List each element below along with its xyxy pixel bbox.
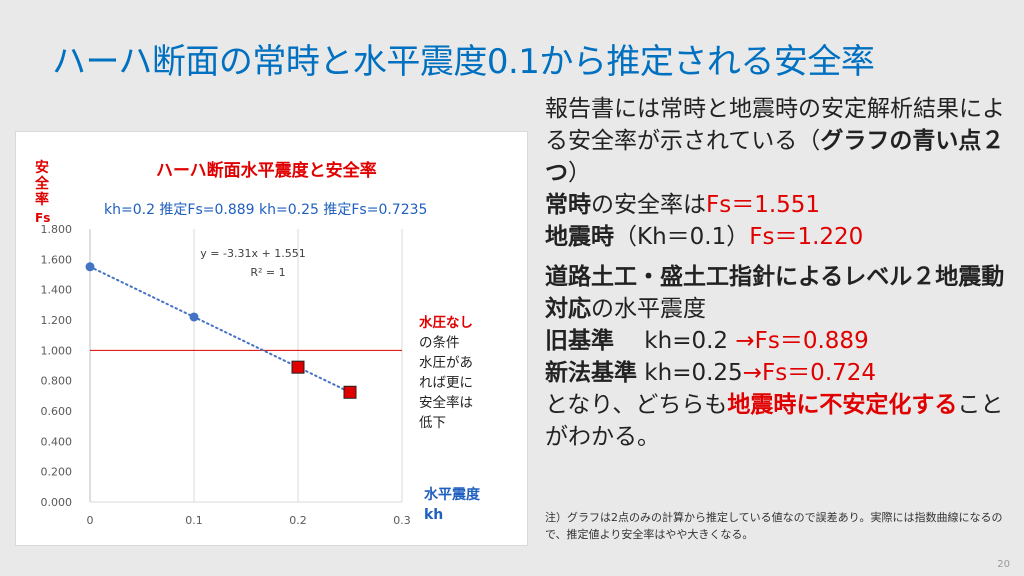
note-line: 安全率は [419, 395, 473, 411]
note-line: 水圧があ [419, 355, 473, 371]
new-standard-line: 新法基準 kh=0.25→Fs＝0.724 [545, 357, 1005, 389]
y-tick-label: 1.800 [41, 223, 73, 236]
chart-title: ハーハ断面水平震度と安全率 [156, 161, 377, 181]
normal-text: の安全率は [591, 192, 706, 218]
paragraph-1: 報告書には常時と地震時の安定解析結果による安全率が示されている（グラフの青い点２… [545, 93, 1005, 189]
quake-label: 地震時 [545, 224, 614, 250]
chart-note: 水圧なし の条件 水圧があ れば更に 安全率は 低下 [419, 313, 519, 433]
y-tick-label: 1.000 [41, 344, 73, 357]
conclusion-text-2: ことがわかる。 [545, 392, 1004, 450]
y-axis-label-2: Fs [35, 211, 51, 225]
normal-fs-value: Fs＝1.551 [706, 192, 821, 218]
y-tick-label: 0.600 [41, 405, 73, 418]
chart-plot: 0 0.1 0.2 0.3 0.000 0.200 0.400 0.600 0.800 1.000… [41, 223, 411, 527]
note-line: の条件 [419, 335, 460, 351]
p2-bold: 道路土工・盛土工指針によるレベル２地震動対応 [545, 264, 1005, 322]
y-tick-label: 1.400 [41, 284, 73, 297]
normal-label: 常時 [545, 192, 591, 218]
data-point [291, 360, 305, 374]
note-line: 低下 [419, 415, 446, 431]
slide-title: ハーハ断面の常時と水平震度0.1から推定される安全率 [52, 42, 875, 82]
conclusion-line: となり、どちらも地震時に不安定化することがわかる。 [545, 389, 1005, 453]
y-axis-label: 安全率 Fs [35, 160, 55, 226]
note-red: 水圧なし [419, 315, 473, 331]
quake-fs-line: 地震時（Kh＝0.1）Fs＝1.220 [545, 221, 1005, 253]
data-point [85, 262, 95, 272]
kh-estimate-text: kh=0.2 推定Fs=0.889 kh=0.25 推定Fs=0.7235 [104, 202, 428, 218]
chart-panel: 0 0.1 0.2 0.3 0.000 0.200 0.400 0.600 0.800 1.000… [15, 131, 528, 546]
data-point [189, 312, 199, 322]
y-tick-label: 0.000 [41, 496, 73, 509]
y-axis-label-1: 安全率 [35, 160, 49, 208]
footnote: 注）グラフは2点のみの計算から推定している値なので誤差あり。実際には指数曲線にな… [545, 511, 1003, 541]
y-tick-label: 0.200 [41, 466, 73, 479]
new-standard-kh: kh=0.25 [637, 360, 743, 386]
old-standard-label: 旧基準 [545, 328, 614, 354]
conclusion-text-1: となり、どちらも [545, 392, 728, 418]
trendline-equation: y = -3.31x + 1.551 [200, 247, 305, 260]
new-standard-label: 新法基準 [545, 360, 637, 386]
x-tick-label: 0.2 [289, 514, 307, 527]
trendline-r2: R² = 1 [250, 266, 285, 279]
old-standard-kh: kh=0.2 [614, 328, 736, 354]
y-tick-label: 1.200 [41, 314, 73, 327]
new-standard-fs: →Fs＝0.724 [742, 360, 877, 386]
y-tick-label: 0.400 [41, 435, 73, 448]
quake-fs-value: Fs＝1.220 [749, 224, 864, 250]
paragraph-2: 道路土工・盛土工指針によるレベル２地震動対応の水平震度 [545, 261, 1005, 325]
y-tick-label: 1.600 [41, 253, 73, 266]
x-tick-label: 0.1 [185, 514, 203, 527]
x-axis-label-2: kh [424, 507, 444, 523]
p1-text: 報告書には常時と地震時の安定解析結果による安全率が示されている（ [545, 96, 1005, 154]
x-axis-label: 水平震度 kh [424, 485, 480, 525]
x-tick-label: 0.3 [393, 514, 411, 527]
p2-text: の水平震度 [591, 296, 706, 322]
page-number: 20 [997, 559, 1010, 570]
quake-kh: （Kh＝0.1） [614, 224, 750, 250]
x-tick-label: 0 [87, 514, 94, 527]
old-standard-fs: →Fs＝0.889 [735, 328, 869, 354]
p1-close: ） [568, 160, 591, 186]
x-axis-label-1: 水平震度 [424, 487, 480, 503]
conclusion-red: 地震時に不安定化する [727, 392, 958, 418]
data-point [343, 385, 357, 399]
trendline [89, 265, 351, 394]
explanation-text: 報告書には常時と地震時の安定解析結果による安全率が示されている（グラフの青い点２… [545, 93, 1005, 453]
p1-bold: グラフの青い点２つ [545, 128, 1005, 186]
normal-fs-line: 常時の安全率はFs＝1.551 [545, 189, 1005, 221]
y-tick-label: 0.800 [41, 375, 73, 388]
note-line: れば更に [419, 375, 473, 391]
old-standard-line: 旧基準 kh=0.2 →Fs＝0.889 [545, 325, 1005, 357]
